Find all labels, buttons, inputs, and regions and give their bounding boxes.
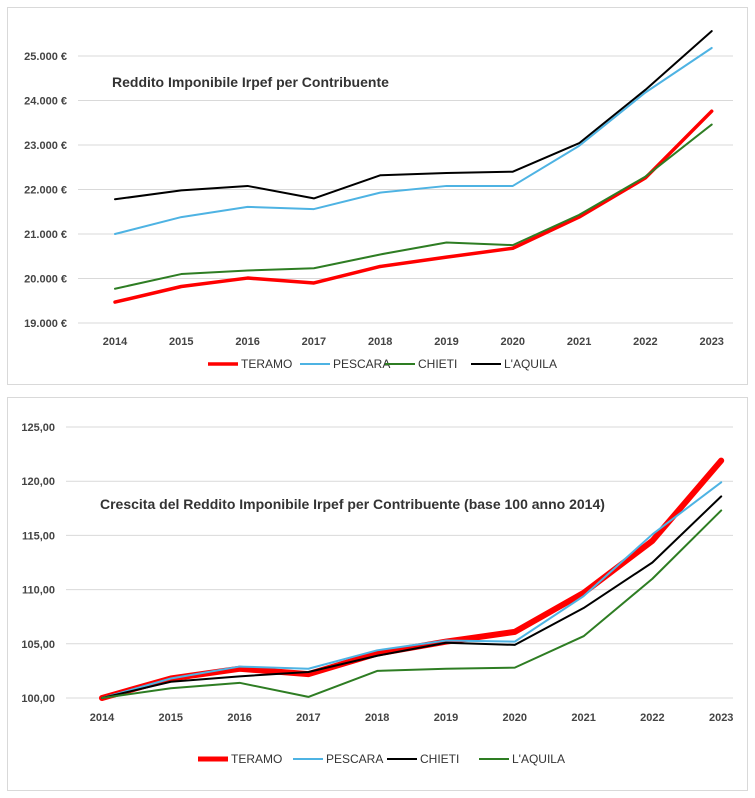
legend-item: L'AQUILA [471, 357, 557, 371]
legend-item: TERAMO [208, 357, 292, 371]
x-tick-label: 2017 [302, 336, 326, 348]
legend-label: L'AQUILA [512, 752, 565, 766]
chart-crescita-svg: 100,00 105,00 110,00 115,00 120,00 125,00 201… [21, 422, 733, 766]
x-tick-label: 2018 [365, 712, 389, 724]
x-tick-label: 2023 [709, 712, 733, 724]
y-tick-label: 19.000 € [24, 318, 67, 330]
x-tick-label: 2014 [90, 712, 115, 724]
y-tick-label: 22.000 € [24, 185, 67, 197]
x-tick-label: 2016 [235, 336, 259, 348]
legend-item: PESCARA [300, 357, 390, 371]
series-line-pescara [101, 481, 723, 699]
legend-item: TERAMO [198, 752, 282, 766]
series-line-chieti [114, 123, 713, 290]
chart-reddito-svg: 19.000 € 20.000 € 21.000 € 22.000 € 23.000 €… [24, 30, 733, 371]
x-tick-label: 2017 [296, 712, 320, 724]
x-tick-label: 2018 [368, 336, 392, 348]
x-tick-label: 2022 [633, 336, 657, 348]
legend-label: PESCARA [333, 357, 390, 371]
x-tick-label: 2020 [501, 336, 525, 348]
chart-title: Reddito Imponibile Irpef per Contribuent… [112, 74, 389, 90]
legend-item: CHIETI [385, 357, 457, 371]
y-tick-label: 21.000 € [24, 229, 67, 241]
y-tick-label: 20.000 € [24, 274, 67, 286]
x-tick-label: 2023 [699, 336, 723, 348]
legend-label: L'AQUILA [504, 357, 557, 371]
chart-panel-crescita: 100,00 105,00 110,00 115,00 120,00 125,00 201… [7, 397, 748, 791]
x-tick-label: 2019 [434, 712, 458, 724]
series-line-chieti [101, 495, 723, 699]
chart-title: Crescita del Reddito Imponibile Irpef pe… [100, 496, 605, 512]
y-tick-label: 120,00 [21, 476, 55, 488]
y-tick-label: 125,00 [21, 422, 55, 434]
series-line-teramo [113, 109, 714, 304]
series-line-pescara [114, 46, 713, 235]
legend-item: L'AQUILA [479, 752, 565, 766]
y-tick-label: 115,00 [22, 530, 55, 542]
y-tick-label: 24.000 € [24, 96, 67, 108]
legend-label: TERAMO [231, 752, 282, 766]
y-tick-label: 110,00 [22, 585, 55, 597]
legend-item: CHIETI [387, 752, 459, 766]
y-tick-label: 105,00 [21, 639, 55, 651]
series-line-teramo [99, 457, 725, 701]
x-tick-label: 2022 [640, 712, 664, 724]
legend-label: CHIETI [418, 357, 457, 371]
legend-label: CHIETI [420, 752, 459, 766]
x-tick-label: 2015 [159, 712, 183, 724]
series-line-laquila [114, 30, 713, 201]
x-tick-label: 2014 [103, 336, 128, 348]
x-tick-label: 2016 [227, 712, 251, 724]
x-tick-label: 2015 [169, 336, 193, 348]
y-tick-label: 25.000 € [24, 51, 67, 63]
legend-item: PESCARA [293, 752, 383, 766]
legend-label: PESCARA [326, 752, 383, 766]
y-tick-label: 23.000 € [24, 140, 67, 152]
x-tick-label: 2019 [434, 336, 458, 348]
y-tick-label: 100,00 [21, 693, 55, 705]
x-tick-label: 2021 [571, 712, 595, 724]
x-tick-label: 2021 [567, 336, 591, 348]
x-tick-label: 2020 [503, 712, 527, 724]
series-line-laquila [101, 509, 723, 699]
chart-panel-reddito: 19.000 € 20.000 € 21.000 € 22.000 € 23.000 €… [7, 7, 748, 385]
legend-label: TERAMO [241, 357, 292, 371]
